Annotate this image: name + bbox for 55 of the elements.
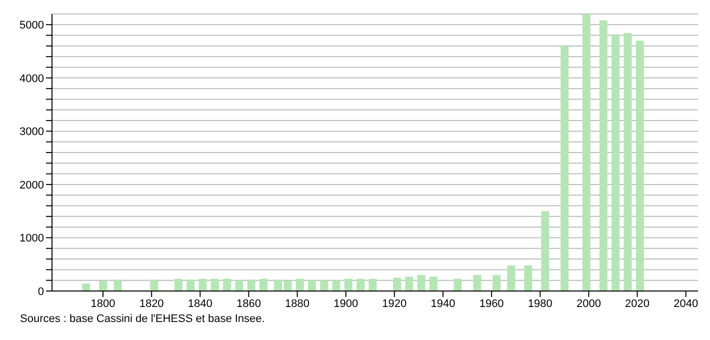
bar — [417, 275, 426, 291]
bar — [259, 278, 268, 291]
bar — [612, 34, 620, 291]
x-tick-label: 1800 — [90, 298, 116, 310]
y-tick-label: 4000 — [20, 72, 44, 85]
bar — [296, 278, 304, 291]
bar — [332, 280, 340, 291]
bar — [99, 280, 108, 291]
bar — [636, 40, 644, 291]
bar — [492, 275, 501, 291]
bar — [150, 280, 158, 291]
bar — [524, 265, 532, 291]
bar — [405, 276, 414, 291]
y-tick-label: 1000 — [20, 232, 44, 245]
bar — [82, 284, 90, 291]
source-note: Sources : base Cassini de l'EHESS et base Insee. — [20, 313, 266, 325]
bar — [429, 276, 438, 291]
x-tick-label: 1940 — [430, 298, 456, 310]
bar — [320, 280, 328, 291]
y-tick-label: 5000 — [20, 20, 44, 32]
x-tick-label: 1860 — [236, 298, 261, 310]
bar — [198, 278, 207, 291]
bar — [541, 211, 550, 291]
bar — [454, 278, 462, 291]
y-tick-label: 0 — [38, 286, 44, 298]
bar — [114, 280, 122, 291]
bar — [624, 33, 632, 291]
bar — [223, 278, 231, 291]
x-tick-label: 1980 — [528, 298, 552, 310]
y-tick-label: 3000 — [20, 126, 44, 138]
bar — [582, 14, 590, 291]
bar — [560, 46, 569, 291]
x-tick-label: 2020 — [625, 298, 650, 310]
x-tick-label: 1900 — [334, 298, 358, 310]
x-tick-label: 1920 — [382, 298, 407, 310]
bar — [247, 280, 256, 291]
x-tick-label: 2000 — [576, 298, 601, 310]
bar — [368, 278, 377, 291]
bar — [393, 278, 401, 291]
bar — [473, 275, 482, 291]
y-tick-label: 2000 — [20, 179, 44, 192]
bar — [356, 278, 365, 291]
bar — [344, 278, 352, 291]
bar — [235, 280, 244, 291]
bar — [599, 20, 608, 291]
bar — [186, 280, 195, 291]
x-tick-label: 2040 — [674, 298, 698, 310]
x-tick-label: 1880 — [285, 298, 310, 310]
bar — [210, 278, 219, 291]
bar — [308, 280, 316, 291]
x-tick-label: 1960 — [479, 298, 504, 310]
x-tick-label: 1820 — [139, 298, 164, 310]
x-tick-label: 1840 — [188, 298, 212, 310]
bar — [507, 265, 516, 291]
bar — [174, 278, 182, 291]
